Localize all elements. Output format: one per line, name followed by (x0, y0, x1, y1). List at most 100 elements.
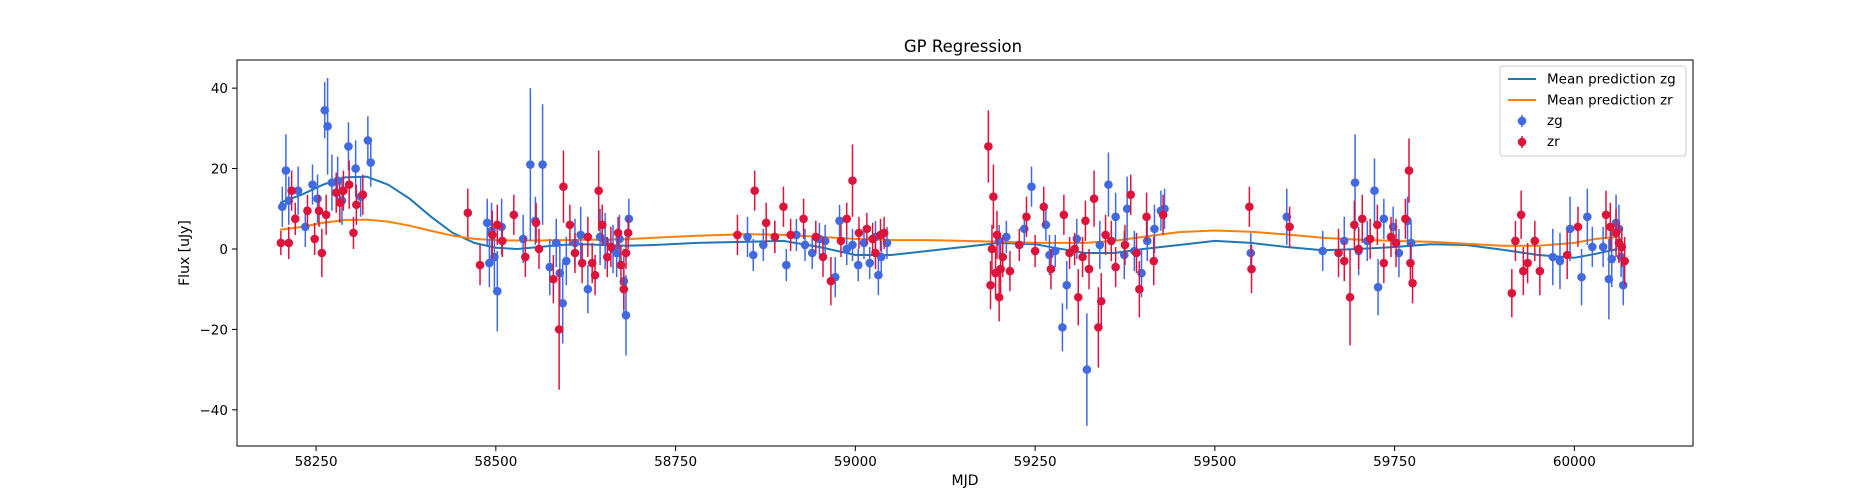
zr-data-point (498, 236, 507, 246)
zr-data-point (1365, 234, 1375, 244)
zr-data-point (509, 210, 519, 220)
zr-data-point (531, 218, 541, 228)
zg-data-point (1050, 246, 1060, 256)
x-tick-label: 58750 (654, 454, 697, 470)
zr-data-point (1516, 210, 1526, 220)
zg-data-point (1002, 232, 1011, 242)
zr-data-point (621, 248, 631, 258)
zr-data-point (602, 252, 612, 262)
zr-data-point (1132, 248, 1141, 258)
zr-data-point (1022, 212, 1031, 222)
zr-data-point (1523, 258, 1532, 268)
zr-data-point (1078, 252, 1087, 262)
x-tick-label: 59750 (1373, 454, 1416, 470)
zr-data-point (290, 214, 300, 224)
zr-data-point (1039, 202, 1049, 212)
zg-data-point (1350, 178, 1360, 187)
zr-data-point (854, 228, 864, 238)
zg-data-point (1618, 280, 1628, 290)
zr-data-point (331, 188, 341, 197)
y-axis-label: Flux [uJy] (177, 220, 193, 286)
zg-data-point (748, 250, 758, 260)
zr-data-point (1081, 216, 1090, 226)
zr-data-point (1530, 236, 1540, 246)
data-points (276, 78, 1629, 426)
zr-data-point (1126, 190, 1136, 199)
zg-data-point (1588, 242, 1597, 252)
zg-data-point (800, 240, 810, 250)
zr-data-point (594, 186, 603, 195)
x-axis-label: MJD (952, 473, 979, 489)
zr-data-point (994, 292, 1004, 302)
zg-data-point (351, 164, 360, 173)
zr-data-point (358, 190, 368, 199)
zr-data-point (1511, 236, 1520, 246)
zg-data-point (1041, 220, 1051, 230)
zr-data-point (1354, 244, 1363, 254)
zg-data-point (277, 202, 287, 212)
zg-data-point (865, 258, 875, 268)
zr-data-point (811, 232, 821, 242)
zr-data-point (613, 228, 623, 238)
zr-data-point (733, 230, 742, 240)
zg-data-point (1548, 252, 1558, 262)
zg-data-point (538, 160, 547, 169)
zg-data-point (293, 186, 303, 195)
legend: Mean prediction zg Mean prediction zr zg… (1499, 65, 1687, 157)
zr-data-point (786, 230, 795, 240)
zr-data-point (1345, 292, 1355, 302)
zg-data-point (1104, 180, 1113, 189)
x-tick-label: 60000 (1553, 454, 1596, 470)
zg-data-point (333, 176, 342, 185)
zr-data-point (1620, 256, 1629, 266)
zr-data-point (1111, 262, 1120, 272)
zr-data-point (770, 232, 780, 242)
zr-data-point (1357, 214, 1367, 224)
zg-data-point (485, 258, 494, 268)
zr-data-point (1245, 202, 1254, 212)
zg-data-point (308, 180, 317, 189)
zg-data-point (583, 284, 593, 294)
zr-data-point (590, 270, 600, 280)
zr-data-point (1408, 278, 1417, 288)
zg-data-point (1607, 254, 1617, 264)
zr-data-point (559, 182, 568, 191)
x-axis-ticks: 58250 58500 58750 59000 59250 59500 59750 60000 (295, 446, 1596, 470)
zg-data-point (1122, 204, 1132, 214)
x-tick-label: 59000 (834, 454, 877, 470)
zr-data-point (848, 176, 857, 185)
zr-data-point (534, 244, 544, 254)
zr-data-point (761, 218, 771, 228)
legend-marker (1517, 137, 1527, 147)
zr-data-point (1120, 240, 1130, 250)
zr-data-point (570, 248, 580, 258)
zr-data-point (521, 252, 530, 262)
zg-data-point (1062, 280, 1072, 290)
zg-data-point (301, 222, 310, 232)
x-tick-label: 58250 (295, 454, 338, 470)
zr-data-point (1350, 220, 1359, 230)
zr-data-point (577, 258, 587, 268)
zr-data-point (879, 228, 889, 238)
legend-label-zr-line: Mean prediction zr (1547, 93, 1673, 109)
zg-data-point (807, 248, 817, 258)
zr-data-point (619, 284, 629, 294)
zr-data-point (487, 230, 497, 240)
zg-data-point (281, 166, 291, 175)
zr-data-point (987, 244, 997, 254)
zr-data-point (1084, 264, 1094, 274)
zr-data-point (989, 192, 998, 202)
zr-data-point (1059, 210, 1069, 220)
zr-data-point (1606, 222, 1615, 232)
zr-data-point (339, 186, 348, 195)
zg-data-point (526, 160, 535, 169)
zr-data-point (1014, 240, 1024, 250)
zg-data-point (1373, 282, 1383, 292)
zr-data-point (1070, 244, 1079, 254)
zr-data-point (492, 220, 502, 230)
zg-data-point (782, 260, 791, 270)
zr-data-point (606, 242, 616, 252)
x-tick-label: 59500 (1193, 454, 1236, 470)
y-tick-label: −20 (200, 322, 229, 338)
